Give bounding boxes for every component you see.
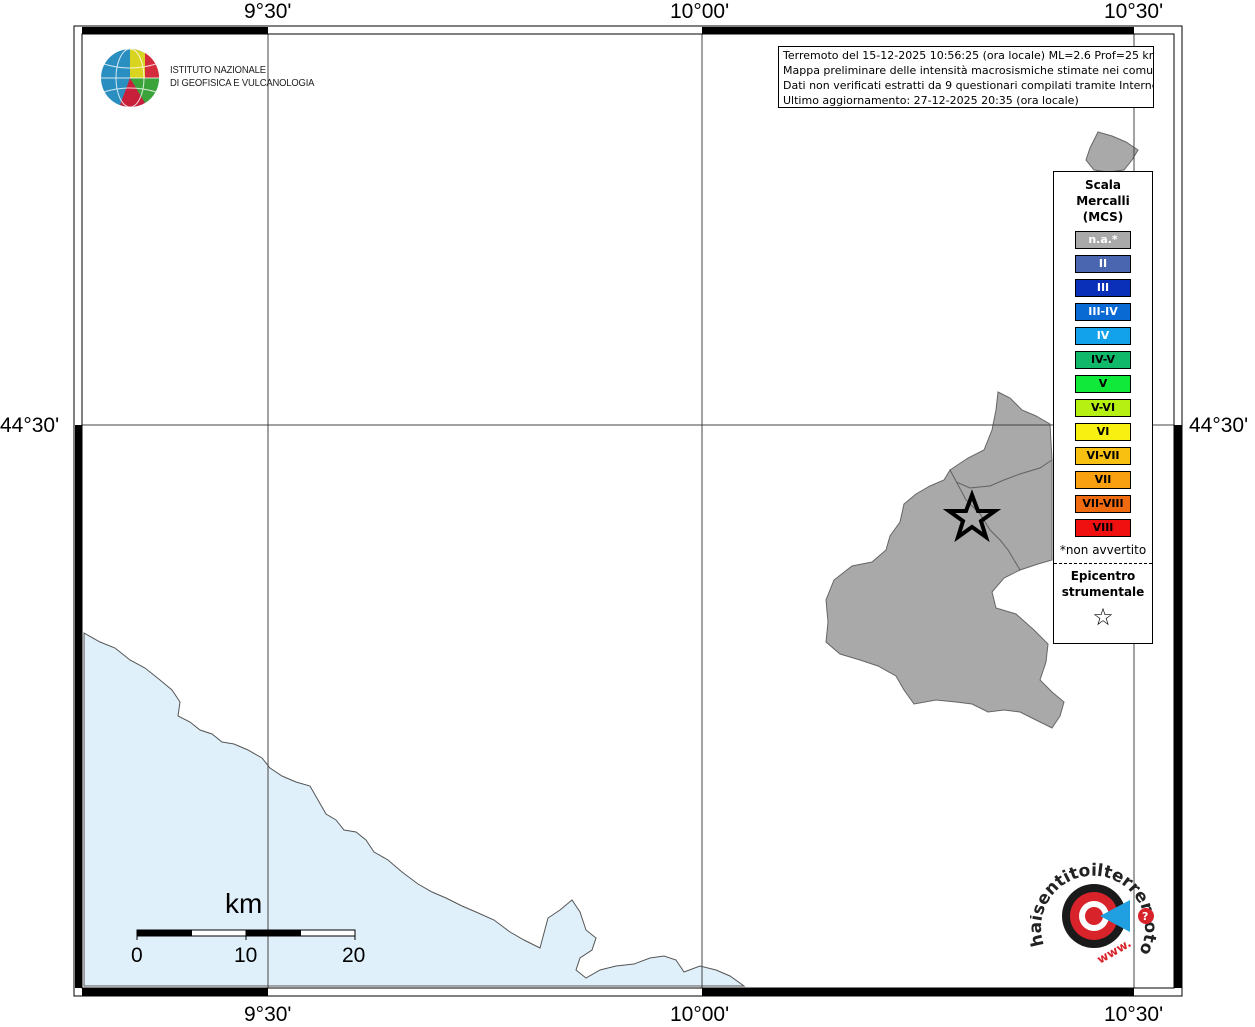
- map-frame: [73, 25, 1183, 997]
- epicenter-star: [942, 489, 1002, 543]
- legend-epicenter-label: Epicentro strumentale: [1054, 568, 1152, 600]
- event-info-line: Dati non verificati estratti da 9 questi…: [783, 79, 1154, 92]
- left-axis-label: 44°30': [0, 414, 60, 437]
- legend-swatch: VII: [1075, 471, 1131, 489]
- top-axis-label: 10°30': [1104, 0, 1164, 23]
- legend-star-icon: ☆: [1092, 603, 1114, 631]
- municipalities: [825, 131, 1139, 729]
- legend-items: n.a.* II III III-IV IV IV-V V V-VI VI VI-VII VII VI…: [1054, 231, 1152, 537]
- legend-note: *non avvertito: [1059, 543, 1147, 557]
- ingv-logo: [101, 48, 160, 108]
- legend-title-line: Scala: [1084, 178, 1122, 192]
- scale-unit: km: [225, 888, 263, 919]
- legend-swatch: III: [1075, 279, 1131, 297]
- scale-tick-label: 10: [234, 944, 258, 967]
- event-info-line: Mappa preliminare delle intensità macros…: [783, 64, 1154, 77]
- svg-text:?: ?: [1142, 910, 1148, 923]
- legend-title-line: Mercalli: [1076, 194, 1130, 208]
- sea-area: [83, 632, 746, 987]
- legend-divider: [1054, 563, 1152, 564]
- legend-epicenter-line: strumentale: [1061, 585, 1145, 599]
- legend-swatch: VI: [1075, 423, 1131, 441]
- institute-name: ISTITUTO NAZIONALE DI GEOFISICA E VULCAN…: [170, 64, 314, 90]
- institute-name-line2: DI GEOFISICA E VULCANOLOGIA: [170, 77, 315, 89]
- scale-tick-label: 0: [131, 944, 143, 967]
- top-axis-label: 9°30': [244, 0, 292, 23]
- legend-swatch: VI-VII: [1075, 447, 1131, 465]
- legend-swatch: III-IV: [1075, 303, 1131, 321]
- event-info-box: Terremoto del 15-12-2025 10:56:25 (ora l…: [778, 46, 1154, 108]
- legend-swatch: IV-V: [1075, 351, 1131, 369]
- legend-swatch: IV: [1075, 327, 1131, 345]
- legend-swatch: V-VI: [1075, 399, 1131, 417]
- institute-name-line1: ISTITUTO NAZIONALE: [170, 64, 266, 76]
- municipality-area: [1085, 131, 1139, 173]
- legend-swatch: n.a.*: [1075, 231, 1131, 249]
- legend-epicenter-line: Epicentro: [1070, 569, 1136, 583]
- municipality-area: [825, 468, 1065, 729]
- haisentito-logo: haisentitoilterremoto.it ? www.: [1030, 860, 1160, 967]
- event-info-line: Ultimo aggiornamento: 27-12-2025 20:35 (…: [783, 94, 1079, 107]
- scale-bar: [136, 929, 356, 940]
- legend-title: Scala Mercalli (MCS): [1054, 177, 1152, 225]
- scale-tick-label: 20: [342, 944, 366, 967]
- legend-swatch: V: [1075, 375, 1131, 393]
- bottom-axis-label: 10°00': [670, 1003, 730, 1026]
- legend-swatch: VIII: [1075, 519, 1131, 537]
- intensity-legend: Scala Mercalli (MCS) n.a.* II III III-IV IV I…: [1053, 171, 1153, 644]
- legend-title-line: (MCS): [1082, 210, 1124, 224]
- right-axis-label: 44°30': [1189, 414, 1249, 437]
- legend-swatch: II: [1075, 255, 1131, 273]
- bottom-axis-label: 10°30': [1104, 1003, 1164, 1026]
- top-axis-label: 10°00': [670, 0, 730, 23]
- legend-swatch: VII-VIII: [1075, 495, 1131, 513]
- event-info-line: Terremoto del 15-12-2025 10:56:25 (ora l…: [783, 49, 1154, 62]
- bottom-axis-label: 9°30': [244, 1003, 292, 1026]
